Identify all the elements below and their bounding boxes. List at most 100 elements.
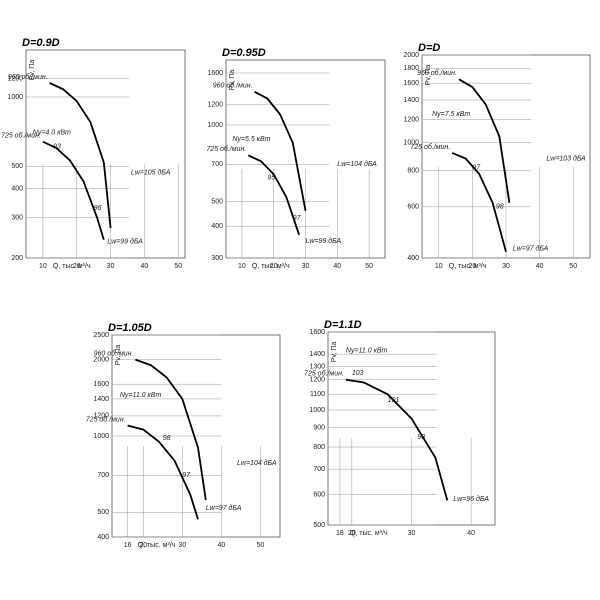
y-tick-label: 1200 [93, 413, 109, 420]
y-tick-label: 500 [211, 198, 223, 205]
y-tick-label: 2500 [93, 332, 109, 339]
x-tick-label: 30 [302, 263, 310, 270]
x-tick-label: 10 [435, 263, 443, 270]
chart-panel: D=D 400 600 800 1000 1200 1400 1600 1800 2000 10 20… [403, 42, 591, 270]
curve-label: 725 об./мин. [1, 131, 41, 139]
annotation: 98 [163, 435, 171, 442]
annotation: Ny=5.5 кВт [232, 136, 270, 143]
annotation: Lw=97 дБА [206, 504, 242, 512]
annotation: 98 [496, 204, 504, 211]
y-tick-label: 1100 [310, 391, 325, 398]
x-tick-label: 50 [569, 263, 577, 270]
annotation: Ny=11.0 кВт [120, 392, 162, 399]
y-tick-label: 1000 [93, 433, 109, 440]
fan-curve [135, 358, 207, 501]
x-tick-label: 20 [139, 542, 147, 549]
y-tick-label: 400 [97, 534, 109, 541]
y-tick-label: 600 [313, 492, 325, 499]
fan-curve [42, 140, 105, 241]
annotation: Ny=7.5 кВт [432, 111, 470, 118]
y-tick-label: 700 [97, 472, 109, 479]
chart-title: D=1.1D [324, 319, 362, 331]
y-tick-label: 1200 [207, 102, 223, 109]
curve-label: 960 об./мин. [417, 69, 457, 77]
y-tick-label: 1600 [403, 80, 419, 87]
curve-label: 725 об./мин. [304, 370, 344, 378]
x-tick-label: 20 [270, 263, 278, 270]
curve-label: 725 об./мин. [206, 145, 246, 153]
y-tick-label: 400 [11, 186, 23, 193]
x-tick-label: 20 [73, 263, 81, 270]
fan-curve [458, 78, 511, 203]
y-tick-label: 700 [313, 466, 325, 473]
y-tick-label: 200 [11, 255, 23, 262]
x-tick-label: 40 [536, 263, 544, 270]
chart-panel: D=0.9D 200 300 400 500 1000 1200 10 20 30 40 50 Pv, … [1, 37, 186, 270]
x-tick-label: 30 [107, 263, 115, 270]
y-tick-label: 1000 [207, 122, 223, 129]
y-tick-label: 500 [11, 163, 23, 170]
x-tick-label: 40 [141, 263, 149, 270]
y-tick-label: 700 [211, 161, 223, 168]
x-tick-label: 40 [333, 263, 341, 270]
annotation: 93 [53, 143, 61, 150]
y-tick-label: 300 [211, 255, 223, 262]
x-tick-label: 50 [174, 263, 182, 270]
x-axis-label: Q, тыс. м³/ч [350, 530, 388, 537]
curve-label: 960 об./мин. [8, 73, 48, 81]
chart-panel: D=1.05D 400 500 700 1000 1200 1400 1600 2000 2500… [86, 322, 281, 549]
annotation: 97 [293, 215, 302, 222]
y-tick-label: 900 [313, 424, 325, 431]
curve-label: 725 об./мин. [86, 415, 126, 423]
plot-frame [25, 49, 186, 259]
annotation: 96 [94, 205, 102, 212]
annotation: Lw=104 дБА [237, 459, 277, 467]
y-tick-label: 1000 [309, 407, 325, 414]
chart-panel: D=1.1D 500 600 700 800 900 1000 1100 1200 1300 140… [304, 319, 496, 537]
y-axis-label: Pv, Па [229, 70, 236, 91]
annotation: 97 [472, 164, 481, 171]
y-tick-label: 1000 [403, 139, 419, 146]
x-tick-label: 40 [467, 530, 475, 537]
curve-label: 725 об./мин. [410, 143, 450, 151]
y-tick-label: 300 [11, 214, 23, 221]
y-tick-label: 1000 [7, 94, 23, 101]
x-axis-label: Q, тыс. м³/ч [252, 263, 290, 270]
annotation: Lw=99 дБА [306, 237, 342, 245]
fan-curve [247, 154, 300, 236]
x-tick-label: 10 [238, 263, 246, 270]
y-tick-label: 1800 [403, 65, 419, 72]
y-axis-label: Pv, Па [331, 342, 338, 363]
annotation: 97 [182, 472, 191, 479]
annotation: Lw=103 дБА [546, 154, 586, 162]
annotation: Ny=11.0 кВт [346, 347, 388, 354]
y-tick-label: 800 [313, 444, 325, 451]
y-tick-label: 2000 [403, 52, 419, 59]
y-tick-label: 1400 [403, 97, 419, 104]
curve-label: 960 об./мин. [213, 82, 253, 90]
x-tick-label: 18 [336, 530, 344, 537]
y-tick-label: 500 [313, 522, 325, 529]
y-tick-label: 1600 [309, 329, 325, 336]
fan-curve [49, 82, 112, 229]
annotation: Lw=105 дБА [131, 168, 171, 176]
y-tick-label: 1600 [93, 381, 109, 388]
y-tick-label: 1300 [309, 363, 325, 370]
annotation: Lw=96 дБА [453, 495, 489, 503]
x-tick-label: 50 [257, 542, 265, 549]
annotation: 95 [267, 175, 275, 182]
x-tick-label: 40 [217, 542, 225, 549]
y-tick-label: 600 [407, 204, 419, 211]
annotation: Lw=104 дБА [337, 160, 377, 168]
fan-curve [254, 91, 307, 211]
x-tick-label: 20 [348, 530, 356, 537]
y-tick-label: 1200 [309, 377, 325, 384]
x-tick-label: 10 [39, 263, 47, 270]
y-tick-label: 400 [407, 255, 419, 262]
y-tick-label: 400 [211, 223, 223, 230]
x-tick-label: 30 [178, 542, 186, 549]
annotation: Lw=99 дБА [107, 238, 143, 246]
x-axis-label: Q, тыс. м³/ч [449, 263, 487, 270]
x-axis-label: Q, тыс. м³/ч [138, 542, 176, 549]
